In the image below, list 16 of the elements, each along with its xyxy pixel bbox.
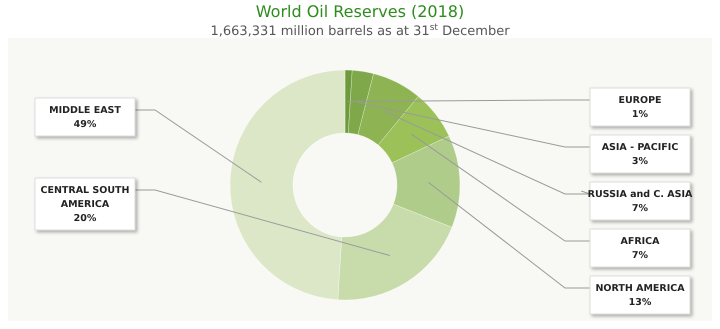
data-label: 13% [628,297,652,308]
slice-label: NORTH AMERICA [595,283,686,294]
chart-title: World Oil Reserves (2018) [256,2,464,21]
slice-label: EUROPE [618,95,662,106]
slice-label: AFRICA [620,236,660,247]
slice-label: ASIA - PACIFIC [602,142,678,153]
slice-label: MIDDLE EAST [49,105,122,116]
chart-subtitle: 1,663,331 million barrels as at 31$^{st}$ December [210,23,510,39]
slice-label: CENTRAL SOUTH AMERICA [40,185,130,210]
data-label: 7% [632,250,649,261]
data-label: 20% [74,213,97,224]
data-label: 7% [632,203,649,214]
data-label: 1% [632,109,649,120]
data-label: 49% [74,119,97,130]
slice-label: RUSSIA and C. ASIA [588,189,694,200]
data-label: 3% [632,156,649,167]
